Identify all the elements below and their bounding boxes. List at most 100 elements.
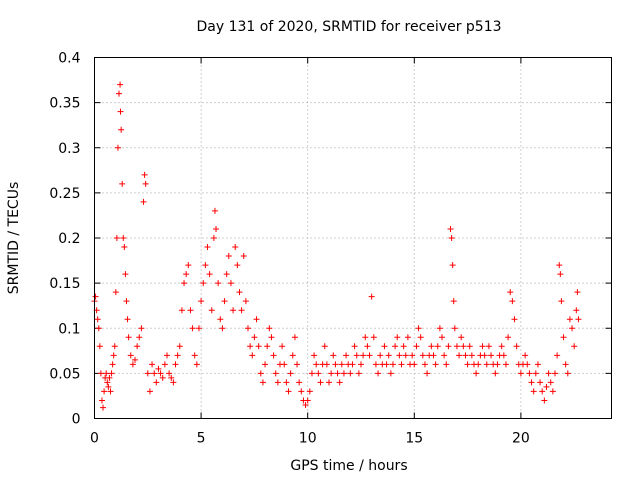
data-point — [513, 343, 520, 350]
data-point — [468, 352, 475, 359]
data-point — [103, 370, 110, 377]
chart-title: Day 131 of 2020, SRMTID for receiver p51… — [196, 19, 501, 35]
data-point — [142, 180, 149, 187]
data-point — [366, 352, 373, 359]
data-point — [479, 343, 486, 350]
data-point — [383, 361, 390, 368]
data-point — [247, 343, 254, 350]
data-point — [450, 298, 457, 305]
data-point — [494, 361, 501, 368]
data-point — [195, 325, 202, 332]
data-point — [129, 361, 136, 368]
data-point — [323, 361, 330, 368]
data-point — [253, 316, 260, 323]
data-points — [91, 81, 582, 411]
data-point — [574, 289, 581, 296]
data-point — [396, 352, 403, 359]
data-point — [387, 370, 394, 377]
data-point — [121, 244, 128, 251]
data-point — [140, 198, 147, 205]
data-point — [213, 225, 220, 232]
data-point — [106, 374, 113, 381]
data-point — [381, 343, 388, 350]
data-point — [466, 343, 473, 350]
data-point — [357, 361, 364, 368]
data-point — [189, 325, 196, 332]
data-point — [202, 262, 209, 269]
data-point — [404, 334, 411, 341]
y-tick-label: 0.15 — [49, 276, 80, 292]
data-point — [245, 325, 252, 332]
data-point — [123, 298, 130, 305]
data-point — [221, 298, 228, 305]
data-point — [285, 388, 292, 395]
data-point — [507, 289, 514, 296]
data-point — [283, 379, 290, 386]
data-point — [445, 343, 452, 350]
data-point — [268, 334, 275, 341]
data-point — [266, 325, 273, 332]
data-point — [125, 334, 132, 341]
data-point — [172, 361, 179, 368]
data-point — [488, 352, 495, 359]
data-point — [298, 388, 305, 395]
data-point — [560, 334, 567, 341]
data-point — [161, 361, 168, 368]
data-point — [338, 361, 345, 368]
data-point — [575, 316, 582, 323]
data-point — [558, 298, 565, 305]
data-point — [198, 298, 205, 305]
data-point — [306, 388, 313, 395]
data-point — [409, 352, 416, 359]
data-point — [453, 343, 460, 350]
data-point — [238, 307, 245, 314]
data-point — [332, 361, 339, 368]
data-point — [178, 307, 185, 314]
data-point — [94, 316, 101, 323]
data-point — [355, 370, 362, 377]
data-point — [522, 352, 529, 359]
data-point — [458, 334, 465, 341]
data-point — [392, 343, 399, 350]
data-point — [117, 108, 124, 115]
data-point — [113, 235, 120, 241]
data-point — [353, 352, 360, 359]
data-point — [475, 361, 482, 368]
data-point — [481, 352, 488, 359]
x-tick-label: 20 — [512, 431, 530, 447]
data-point — [571, 343, 578, 350]
data-point — [287, 370, 294, 377]
data-point — [434, 343, 441, 350]
data-point — [545, 370, 552, 377]
data-point — [500, 352, 507, 359]
data-point — [163, 352, 170, 359]
data-point — [398, 361, 405, 368]
data-point — [375, 370, 382, 377]
data-point — [204, 244, 211, 251]
data-point — [138, 325, 145, 332]
data-point — [230, 307, 237, 314]
y-tick-label: 0.4 — [58, 51, 80, 67]
data-point — [215, 280, 222, 287]
x-tick-label: 10 — [299, 431, 317, 447]
data-point — [473, 370, 480, 377]
data-point — [242, 298, 249, 305]
data-point — [334, 370, 341, 377]
x-tick-label: 5 — [197, 431, 206, 447]
data-point — [146, 388, 153, 395]
x-axis-label: GPS time / hours — [290, 458, 407, 474]
data-point — [385, 352, 392, 359]
data-point — [225, 253, 232, 260]
data-point — [498, 343, 505, 350]
data-point — [448, 235, 455, 241]
y-tick-label: 0.05 — [49, 366, 80, 382]
y-tick-label: 0.25 — [49, 186, 80, 202]
y-tick-label: 0.35 — [49, 96, 80, 112]
data-point — [573, 307, 580, 314]
data-point — [200, 280, 207, 287]
data-point — [191, 352, 198, 359]
data-point — [456, 352, 463, 359]
data-point — [136, 334, 143, 341]
data-point — [566, 316, 573, 323]
data-point — [441, 352, 448, 359]
